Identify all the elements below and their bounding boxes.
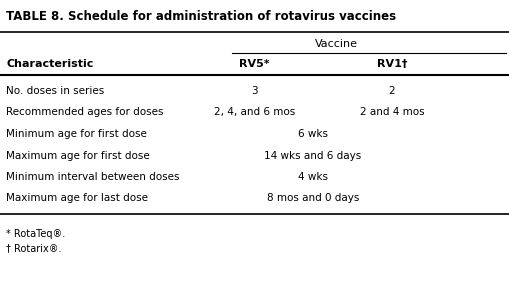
Text: Recommended ages for doses: Recommended ages for doses <box>6 108 163 117</box>
Text: 14 wks and 6 days: 14 wks and 6 days <box>264 151 362 161</box>
Text: RV1†: RV1† <box>377 59 407 69</box>
Text: † Rotarix®.: † Rotarix®. <box>6 243 62 253</box>
Text: 6 wks: 6 wks <box>298 130 328 139</box>
Text: RV5*: RV5* <box>239 59 270 69</box>
Text: No. doses in series: No. doses in series <box>6 86 104 96</box>
Text: 2: 2 <box>388 86 395 96</box>
Text: 8 mos and 0 days: 8 mos and 0 days <box>267 193 359 203</box>
Text: Characteristic: Characteristic <box>6 59 94 69</box>
Text: * RotaTeq®.: * RotaTeq®. <box>6 229 65 239</box>
Text: TABLE 8. Schedule for administration of rotavirus vaccines: TABLE 8. Schedule for administration of … <box>6 10 396 23</box>
Text: 3: 3 <box>251 86 258 96</box>
Text: 2, 4, and 6 mos: 2, 4, and 6 mos <box>214 108 295 117</box>
Text: 2 and 4 mos: 2 and 4 mos <box>360 108 424 117</box>
Text: Minimum age for first dose: Minimum age for first dose <box>6 130 147 139</box>
Text: Vaccine: Vaccine <box>315 39 357 49</box>
Text: 4 wks: 4 wks <box>298 172 328 182</box>
Text: Minimum interval between doses: Minimum interval between doses <box>6 172 180 182</box>
Text: Maximum age for first dose: Maximum age for first dose <box>6 151 150 161</box>
Text: Maximum age for last dose: Maximum age for last dose <box>6 193 148 203</box>
